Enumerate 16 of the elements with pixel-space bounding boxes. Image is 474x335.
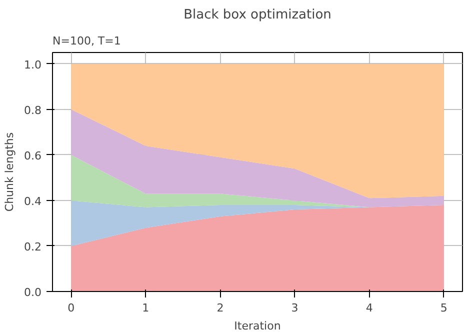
chart-title: Black box optimization <box>184 8 332 22</box>
y-tick-label: 0.6 <box>24 149 42 162</box>
x-tick-label: 4 <box>366 302 373 314</box>
text: N=100, T=1 <box>52 34 121 48</box>
y-tick-label: 0.8 <box>24 104 42 117</box>
y-tick-label: 0.4 <box>24 194 42 208</box>
x-axis-title: Iteration <box>234 320 281 332</box>
y-axis-title: Chunk lengths <box>3 132 16 212</box>
x-tick-label: 2 <box>216 302 224 314</box>
x-tick-label: 3 <box>291 302 298 314</box>
y-tick-label: 0.0 <box>24 286 42 299</box>
x-tick-label: 1 <box>142 302 150 314</box>
x-tick-label: 5 <box>440 302 448 314</box>
y-tick-label: 1.0 <box>24 58 42 72</box>
x-tick-label: 0 <box>68 302 75 314</box>
y-tick-label: 0.2 <box>24 240 42 254</box>
